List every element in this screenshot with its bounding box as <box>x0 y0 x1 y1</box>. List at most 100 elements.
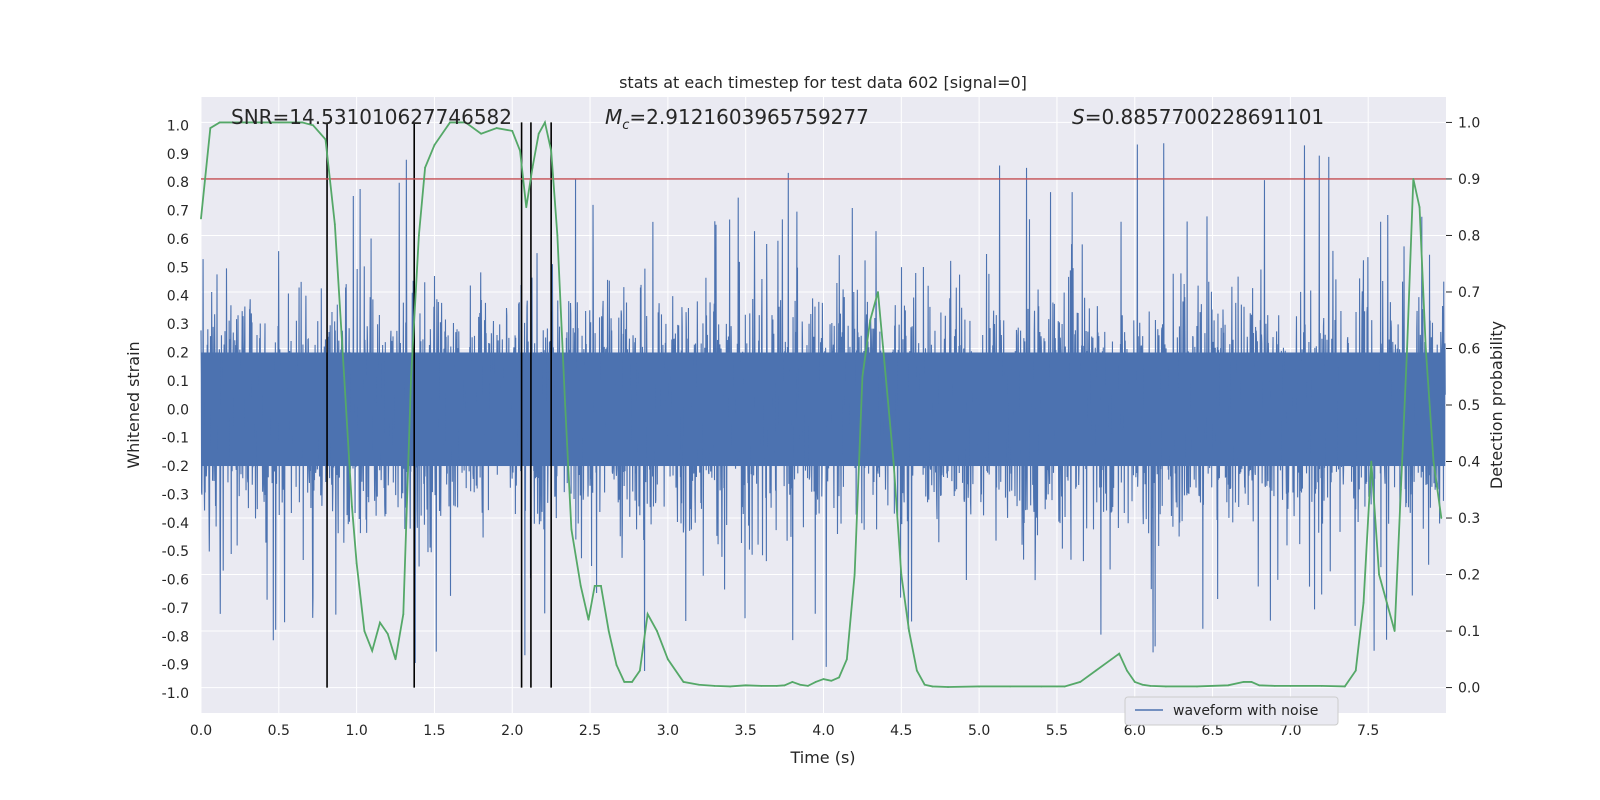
detection-probability-point <box>351 505 353 508</box>
y-tick-label: 0.6 <box>167 232 189 248</box>
x-tick-label: 6.0 <box>1124 723 1146 739</box>
y-tick-label: 0.9 <box>167 147 189 163</box>
detection-probability-point <box>209 127 212 129</box>
detection-probability-point <box>915 669 918 672</box>
detection-probability-point <box>807 684 809 687</box>
x-axis-label: Time (s) <box>789 748 855 767</box>
x-tick-label: 5.5 <box>1046 723 1068 739</box>
detection-probability-point <box>564 404 567 406</box>
detection-probability-point <box>511 130 514 132</box>
y-tick-label: -1.0 <box>162 686 189 702</box>
detection-probability-point <box>838 676 840 679</box>
detection-probability-point <box>480 132 483 135</box>
detection-probability-point <box>744 684 747 687</box>
detection-probability-point <box>550 149 553 152</box>
detection-probability-point <box>1164 685 1167 688</box>
detection-probability-point <box>600 584 602 587</box>
detection-probability-point <box>1418 206 1421 209</box>
chirp-mass-annotation: Mc=2.9121603965759277 <box>605 105 869 133</box>
x-tick-label: 5.0 <box>968 723 990 739</box>
y-tick-label: 0.3 <box>167 317 189 333</box>
detection-probability-point <box>1362 601 1365 604</box>
snr-annotation: SNR=14.531010627746582 <box>231 105 512 129</box>
detection-probability-point <box>495 127 498 129</box>
legend: waveform with noise <box>1124 696 1339 726</box>
detection-probability-point <box>1242 681 1245 683</box>
detection-probability-point <box>312 124 314 127</box>
detection-probability-point <box>775 684 778 687</box>
y-tick-label: -0.1 <box>162 431 189 447</box>
y-tick-label: 0.8 <box>167 175 189 191</box>
detection-probability-point <box>544 121 546 124</box>
right-y-tick-label: 0.8 <box>1458 228 1480 244</box>
detection-probability-point <box>424 166 426 169</box>
detection-probability-point <box>355 562 358 565</box>
detection-probability-point <box>433 144 436 146</box>
s-symbol: S <box>1072 105 1085 129</box>
detection-probability-point <box>869 319 872 322</box>
detection-probability-point <box>449 121 451 124</box>
y-tick-label: 1.0 <box>167 118 189 134</box>
detection-probability-series <box>200 119 1443 688</box>
detection-probability-point <box>631 681 633 683</box>
y-tick-label: -0.5 <box>162 544 189 560</box>
detection-probability-point <box>656 630 658 632</box>
detection-probability-point <box>1432 460 1435 463</box>
detection-probability-point <box>682 681 685 683</box>
detection-probability-point <box>698 683 700 686</box>
detection-probability-point <box>531 166 534 169</box>
right-y-tick-label: 0.1 <box>1458 624 1480 640</box>
detection-probability-point <box>1040 685 1043 688</box>
detection-probability-point <box>900 573 903 576</box>
detection-probability-point <box>853 573 856 576</box>
detection-probability-point <box>1399 488 1402 491</box>
detection-probability-point <box>371 649 374 652</box>
detection-probability-point <box>1063 685 1066 688</box>
right-y-tick-label: 0.4 <box>1458 455 1480 471</box>
detection-probability-point <box>363 630 366 632</box>
detection-probability-point <box>1273 684 1276 687</box>
y-tick-label: -0.4 <box>162 516 189 532</box>
y-tick-label: 0.1 <box>167 374 189 390</box>
detection-probability-point <box>729 685 732 688</box>
detection-probability-point <box>978 685 981 688</box>
y-tick-label: 0.4 <box>167 289 189 305</box>
detection-probability-point <box>386 632 389 635</box>
detection-probability-point <box>231 121 234 124</box>
x-tick-label: 1.5 <box>423 723 445 739</box>
detection-probability-point <box>1141 683 1144 686</box>
y-tick-label: -0.6 <box>162 573 189 589</box>
right-y-tick-label: 0.9 <box>1458 172 1480 188</box>
detection-probability-point <box>615 664 618 666</box>
detection-probability-point <box>931 685 934 688</box>
y-tick-label: 0.5 <box>167 260 189 276</box>
detection-probability-point <box>845 658 848 661</box>
x-tick-label: 0.5 <box>268 723 290 739</box>
x-tick-label: 7.5 <box>1357 723 1379 739</box>
right-y-tick-label: 0.2 <box>1458 568 1480 584</box>
detection-probability-point <box>1393 630 1396 632</box>
detection-probability-point <box>923 683 926 686</box>
right-y-tick-label: 0.5 <box>1458 398 1480 414</box>
y-tick-label: 0.2 <box>167 345 189 361</box>
detection-probability-point <box>593 584 596 587</box>
detection-probability-point <box>646 613 649 616</box>
detection-probability-point <box>537 132 540 135</box>
s-value: =0.8857700228691101 <box>1085 105 1324 129</box>
detection-probability-point <box>783 684 786 687</box>
detection-probability-point <box>1149 684 1152 687</box>
detection-probability-point <box>218 121 221 124</box>
detection-probability-point <box>1406 347 1408 350</box>
y-axis-label: Whitened strain <box>124 341 143 468</box>
x-tick-label: 1.0 <box>345 723 367 739</box>
detection-probability-point <box>343 375 346 378</box>
detection-probability-point <box>607 630 610 632</box>
detection-probability-point <box>861 375 864 378</box>
detection-probability-line <box>200 119 1443 688</box>
y-tick-label: -0.7 <box>162 601 189 617</box>
detection-probability-point <box>277 121 280 124</box>
detection-probability-point <box>947 686 949 688</box>
detection-probability-point <box>799 683 802 686</box>
x-tick-label: 7.0 <box>1279 723 1301 739</box>
